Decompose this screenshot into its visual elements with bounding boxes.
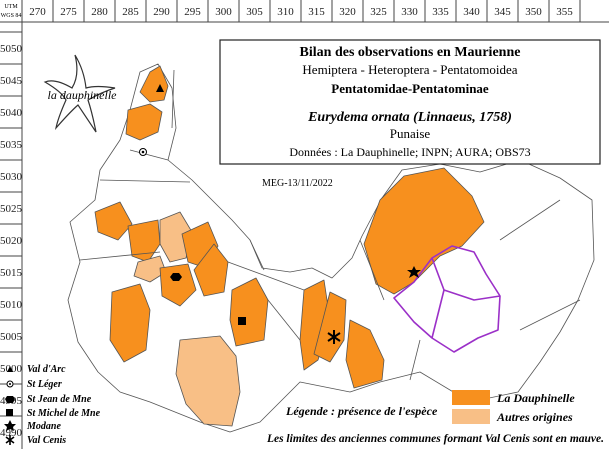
x-grid-label: 330 [401,6,418,18]
y-grid-label: 5020 [0,235,23,247]
x-grid-label: 345 [494,6,511,18]
x-grid-label: 325 [370,6,387,18]
town-label: Modane [26,421,61,432]
x-grid-label: 270 [29,6,46,18]
family: Pentatomidae-Pentatominae [331,81,489,96]
x-grid-label: 350 [525,6,542,18]
title: Bilan des observations en Maurienne [300,45,521,60]
sources: Données : La Dauphinelle; INPN; AURA; OB… [289,145,530,159]
date: MEG-13/11/2022 [262,178,333,189]
legend-item: Autres origines [496,410,573,424]
common-name: Punaise [390,126,431,141]
legend-item: La Dauphinelle [496,391,575,405]
y-grid-label: 5040 [0,107,23,119]
town-label: St Michel de Mne [27,408,101,419]
town-label: St Jean de Mne [27,394,92,405]
x-grid-label: 355 [556,6,573,18]
y-grid-label: 5010 [0,299,23,311]
legend-swatch [452,409,490,424]
y-grid-label: 5005 [0,331,23,343]
y-grid-label: 5045 [0,75,23,87]
town-label: Val d'Arc [27,364,66,375]
x-grid-label: 295 [184,6,201,18]
taxon: Hemiptera - Heteroptera - Pentatomoidea [302,62,517,77]
town-label: Val Cenis [27,435,66,446]
corner-label: UTM [4,4,18,10]
logo-text: la dauphinelle [48,88,118,102]
y-grid-label: 5015 [0,267,23,279]
y-grid-label: 5030 [0,171,23,183]
x-grid-label: 280 [91,6,108,18]
town-label: St Léger [27,379,62,390]
y-grid-label: 5025 [0,203,23,215]
x-grid-label: 305 [246,6,263,18]
commune-map [67,63,595,433]
x-grid-label: 275 [60,6,77,18]
y-grid-label: 5035 [0,139,23,151]
x-grid-label: 285 [122,6,139,18]
x-grid-label: 315 [308,6,325,18]
x-grid-label: 335 [432,6,449,18]
corner-label: WGS 84 [1,13,22,19]
logo: la dauphinelle [43,54,118,133]
x-grid-label: 290 [153,6,170,18]
title-box [219,39,601,165]
y-grid-label: 4990 [0,427,23,439]
note: Les limites des anciennes communes forma… [266,433,604,445]
legend-title: Légende : présence de l'espèce [285,404,438,418]
species: Eurydema ornata (Linnaeus, 1758) [307,110,512,125]
x-grid-label: 340 [463,6,480,18]
legend-swatch [452,390,490,405]
x-grid-label: 310 [277,6,294,18]
y-grid-label: 5050 [0,43,23,55]
x-grid-label: 320 [339,6,356,18]
x-grid-label: 300 [215,6,232,18]
